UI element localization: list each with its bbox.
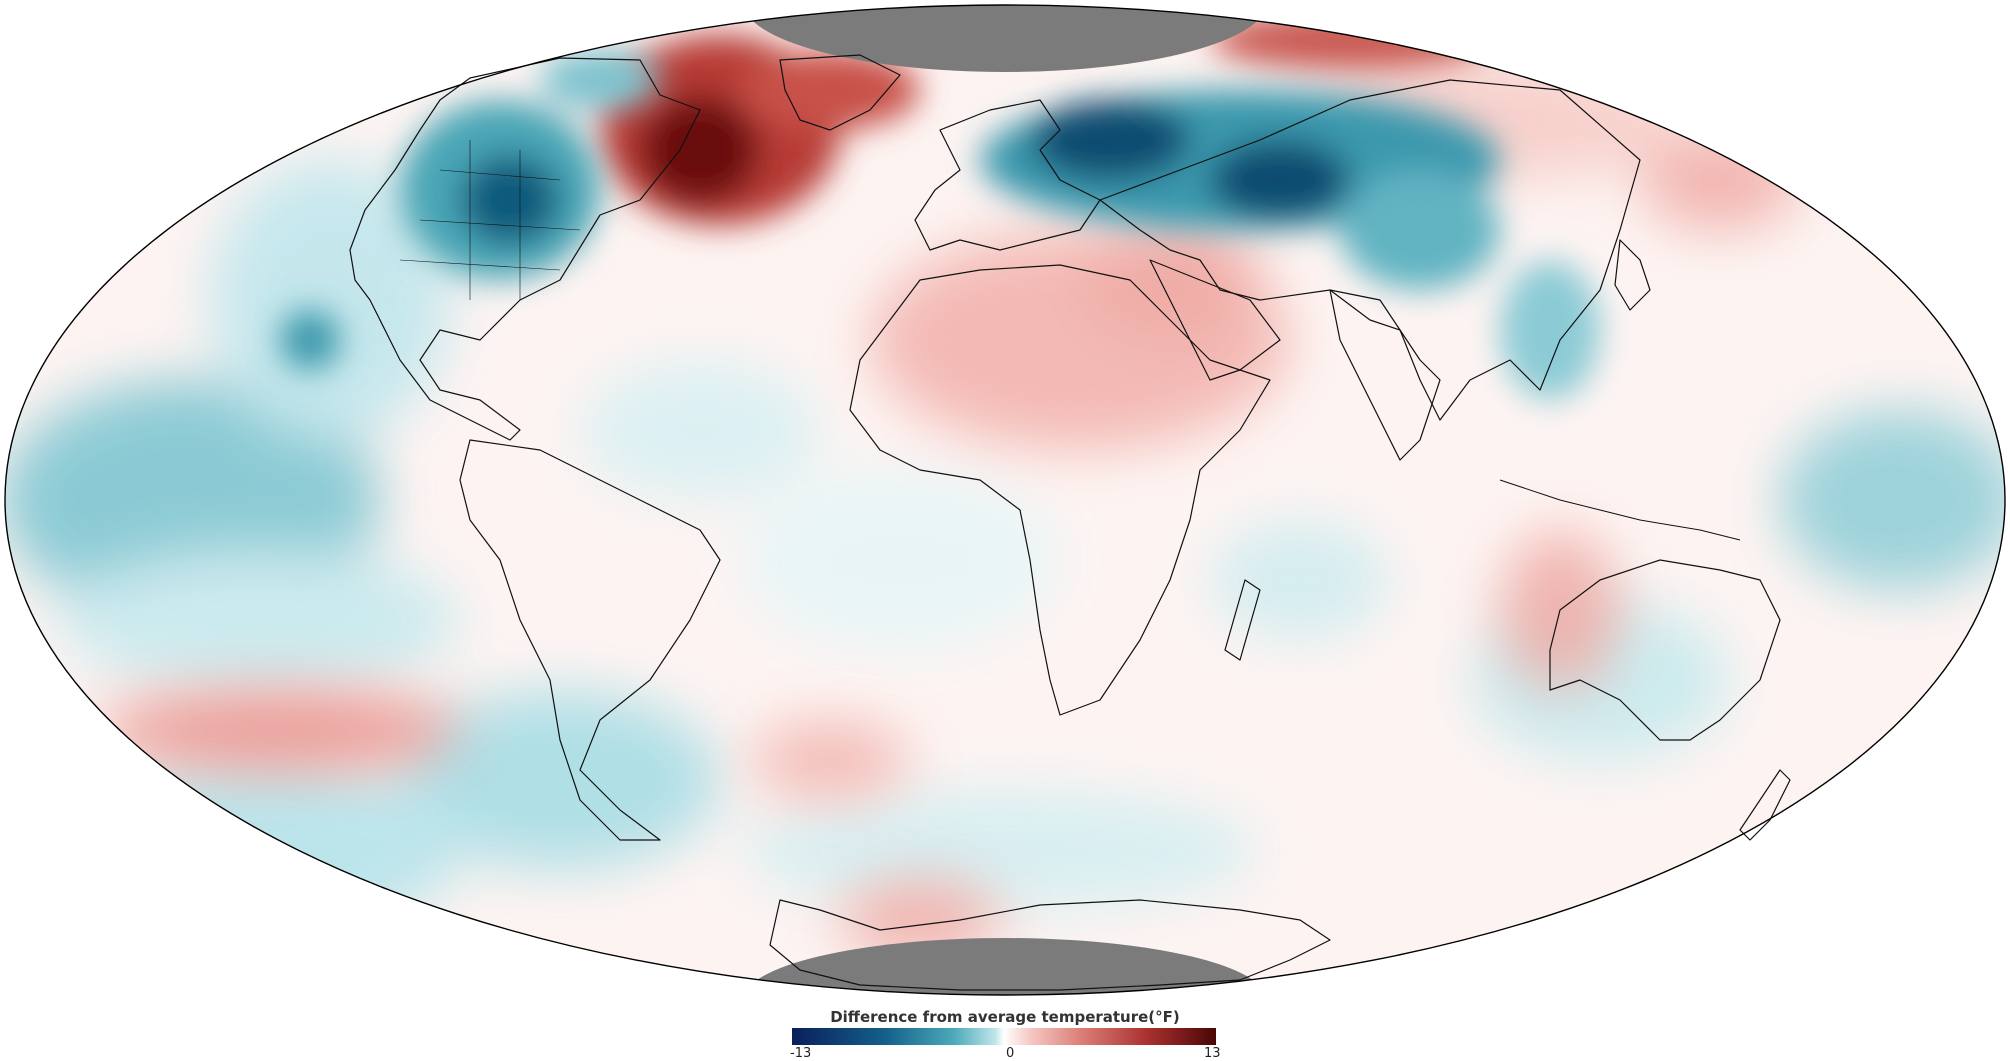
legend-max-label: 13 xyxy=(1204,1046,1221,1061)
coastlines xyxy=(349,54,1791,991)
legend-title: Difference from average temperature(°F) xyxy=(830,1008,1180,1026)
legend-color-bar xyxy=(792,1028,1216,1045)
color-legend: Difference from average temperature(°F) … xyxy=(0,1000,2010,1061)
legend-min-label: -13 xyxy=(790,1046,812,1061)
globe-outline xyxy=(4,4,2006,996)
south-pole-no-data xyxy=(743,938,1267,995)
anomaly-field xyxy=(5,5,2005,995)
temperature-anomaly-map xyxy=(4,4,2006,996)
legend-mid-label: 0 xyxy=(1006,1046,1015,1061)
north-pole-no-data xyxy=(743,5,1267,72)
